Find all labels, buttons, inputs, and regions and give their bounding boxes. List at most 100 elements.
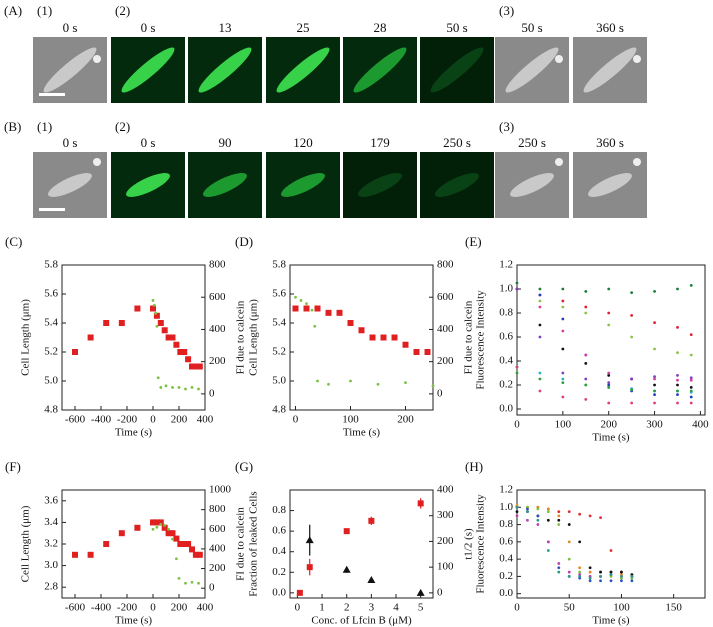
y-tick-label: 0.6: [272, 525, 286, 537]
data-point: [653, 383, 656, 387]
data-point: [190, 386, 194, 389]
data-point: [584, 377, 588, 381]
frame-label: 0 s: [141, 135, 156, 150]
data-point: [630, 314, 634, 317]
data-point: [607, 401, 611, 405]
data-point: [154, 311, 158, 315]
y2-tick-label: 600: [209, 523, 226, 535]
data-point: [653, 290, 656, 293]
data-point: [185, 356, 192, 363]
y-tick-label: 1.0: [499, 501, 513, 513]
y-tick-label: 1.0: [499, 283, 513, 295]
data-point: [515, 287, 519, 291]
y-axis-label: Cell Length (μm): [248, 299, 260, 376]
data-point: [578, 570, 582, 574]
data-point: [169, 334, 176, 341]
data-point: [190, 580, 194, 584]
data-point: [196, 551, 203, 558]
y-tick-label: 0.2: [272, 566, 286, 578]
data-point: [630, 575, 634, 578]
data-point: [557, 566, 561, 570]
data-point: [609, 549, 613, 552]
frame-label: 360 s: [596, 135, 624, 150]
x-tick-label: -200: [117, 602, 138, 614]
data-point: [567, 575, 571, 578]
cell: [198, 47, 252, 93]
data-point: [557, 562, 561, 565]
data-point: [184, 387, 187, 391]
data-point: [192, 551, 199, 558]
data-point: [358, 327, 365, 334]
data-point: [588, 514, 592, 518]
data-point: [584, 353, 588, 357]
frame-label: 250 s: [518, 135, 546, 150]
data-point: [197, 581, 200, 585]
data-point: [306, 564, 313, 571]
data-point: [292, 305, 299, 312]
data-point: [546, 510, 550, 513]
y2-tick-label: 400: [209, 323, 226, 335]
data-point: [159, 386, 163, 389]
data-point: [169, 530, 176, 537]
data-point: [561, 395, 565, 399]
frame-label: 28: [374, 20, 387, 35]
data-point: [171, 537, 174, 541]
data-point: [159, 522, 163, 526]
data-point: [310, 308, 314, 312]
x-tick-label: 100: [342, 414, 359, 426]
data-point: [538, 305, 542, 309]
y-tick-label: 0.0: [499, 587, 513, 599]
cell: [203, 173, 247, 197]
y2-tick-label: 100: [437, 561, 454, 573]
y-tick-label: 0.8: [272, 504, 286, 516]
y-tick-label: 0.8: [499, 307, 513, 319]
data-point: [536, 518, 540, 522]
y2-tick-label: 800: [209, 259, 226, 271]
data-point: [630, 401, 634, 405]
y-axis-label: Fraction of leaked Cells: [248, 491, 260, 596]
data-point: [153, 519, 160, 526]
data-point: [151, 527, 155, 531]
data-point: [689, 389, 693, 393]
y2-tick-label: 800: [209, 503, 226, 515]
data-point: [578, 512, 582, 516]
data-point: [630, 579, 634, 583]
panel-label: (C): [5, 234, 22, 249]
debris: [93, 55, 101, 63]
data-point: [165, 334, 172, 341]
frame-label: 250 s: [443, 135, 471, 150]
y2-tick-label: 200: [209, 355, 226, 367]
debris: [555, 55, 563, 63]
y2-tick-label: 200: [437, 355, 454, 367]
data-point: [87, 551, 94, 558]
data-point: [163, 523, 167, 527]
frame-label: 25: [297, 20, 310, 35]
data-point: [416, 588, 425, 596]
data-point: [607, 311, 611, 315]
data-point: [424, 349, 431, 355]
cell: [430, 47, 484, 93]
data-point: [391, 334, 398, 341]
x-tick-label: 200: [397, 414, 414, 426]
y2-tick-label: 600: [437, 291, 454, 303]
debris: [93, 158, 101, 166]
data-point: [72, 349, 78, 355]
data-point: [546, 518, 550, 522]
x-tick-label: -600: [65, 414, 86, 426]
data-point: [367, 576, 376, 583]
data-point: [567, 540, 571, 544]
y-tick-label: 5.8: [44, 259, 58, 271]
y-tick-label: 3.0: [44, 559, 58, 571]
data-point: [368, 517, 375, 524]
data-point: [538, 299, 542, 303]
data-point: [155, 324, 159, 328]
data-point: [196, 363, 203, 370]
y-axis-label: Fluorescence Intensity: [475, 494, 487, 594]
data-point: [567, 557, 571, 561]
data-point: [599, 570, 602, 574]
data-point: [630, 335, 634, 339]
frame-label: 120: [293, 135, 313, 150]
data-point: [538, 389, 542, 393]
data-point: [376, 382, 380, 386]
